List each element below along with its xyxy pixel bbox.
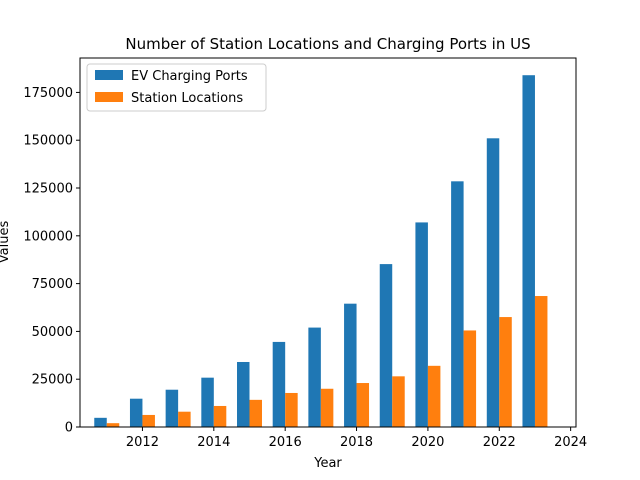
y-tick-label: 150000 — [23, 134, 73, 149]
bars-layer — [94, 75, 548, 428]
x-tick-label: 2016 — [269, 435, 302, 450]
bar-ev-charging-ports-2012 — [129, 398, 143, 427]
plot-area-frame — [79, 57, 577, 428]
bar-ev-charging-ports-2021 — [451, 181, 464, 427]
bar-ev-charging-ports-2014 — [201, 377, 214, 427]
y-tick-label: 125000 — [23, 182, 73, 197]
bar-station-locations-2013 — [178, 411, 191, 427]
bar-ev-charging-ports-2023 — [522, 75, 535, 428]
chart-title: Number of Station Locations and Charging… — [125, 35, 530, 53]
x-axis: 2012 2014 2016 2018 2020 2022 2024 — [126, 427, 587, 450]
bar-station-locations-2019 — [392, 376, 405, 427]
x-tick-label: 2022 — [483, 435, 516, 450]
legend: EV Charging Ports Station Locations — [86, 63, 267, 112]
bar-station-locations-2016 — [285, 392, 298, 427]
y-tick-label: 25000 — [32, 373, 73, 388]
bar-ev-charging-ports-2016 — [272, 341, 286, 427]
bar-ev-charging-ports-2020 — [415, 222, 428, 427]
bar-station-locations-2023 — [534, 296, 548, 427]
bar-station-locations-2015 — [249, 399, 262, 427]
x-tick-label: 2024 — [554, 435, 587, 450]
y-tick-label: 75000 — [32, 277, 73, 292]
legend-swatch-ev-charging-ports — [95, 70, 123, 80]
legend-swatch-station-locations — [95, 92, 123, 102]
y-axis-label: Values — [0, 221, 12, 264]
y-tick-label: 0 — [65, 421, 73, 436]
x-tick-label: 2018 — [340, 435, 373, 450]
x-tick-label: 2014 — [197, 435, 230, 450]
bar-station-locations-2022 — [499, 317, 512, 427]
bar-station-locations-2020 — [427, 365, 441, 427]
bar-ev-charging-ports-2015 — [237, 361, 250, 427]
y-tick-label: 100000 — [23, 229, 73, 244]
bar-ev-charging-ports-2017 — [308, 327, 321, 427]
bar-ev-charging-ports-2011 — [94, 417, 107, 427]
y-axis: 0 25000 50000 75000 100000 125000 150000 175000 — [23, 86, 80, 436]
x-tick-label: 2012 — [126, 435, 159, 450]
bar-ev-charging-ports-2022 — [486, 138, 500, 428]
bar-station-locations-2017 — [320, 388, 334, 427]
legend-box — [86, 63, 267, 112]
legend-label-ev-charging-ports: EV Charging Ports — [131, 69, 248, 84]
bar-ev-charging-ports-2013 — [165, 389, 179, 427]
y-tick-label: 50000 — [32, 325, 73, 340]
bar-ev-charging-ports-2019 — [379, 264, 393, 427]
bar-ev-charging-ports-2018 — [344, 303, 357, 427]
bar-station-locations-2021 — [463, 330, 477, 427]
legend-label-station-locations: Station Locations — [131, 91, 243, 106]
x-tick-label: 2020 — [411, 435, 444, 450]
y-tick-label: 175000 — [23, 86, 73, 101]
bar-station-locations-2012 — [142, 414, 155, 427]
x-axis-label: Year — [313, 456, 342, 471]
bar-station-locations-2018 — [356, 383, 370, 427]
bar-station-locations-2014 — [213, 405, 227, 427]
bar-station-locations-2011 — [106, 423, 120, 427]
